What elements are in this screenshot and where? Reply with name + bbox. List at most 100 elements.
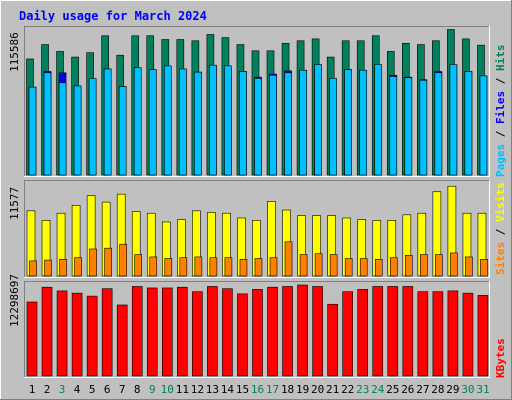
legend-visits: Visits	[494, 182, 507, 222]
day-label: 24	[371, 383, 385, 396]
sites-bar	[420, 254, 428, 277]
kbytes-bar	[41, 286, 53, 377]
pages-bar	[239, 71, 247, 176]
sites-bar	[314, 253, 323, 277]
pages-bar	[284, 72, 292, 176]
pages-bar	[103, 68, 112, 176]
sites-bar	[164, 258, 173, 277]
kbytes-bar	[252, 289, 263, 377]
day-label: 10	[161, 383, 174, 396]
day-label: 14	[221, 383, 235, 396]
pages-bar	[389, 76, 398, 176]
pages-bar	[314, 64, 322, 176]
kbytes-bar	[237, 293, 248, 377]
pages-bar	[419, 79, 428, 176]
legend-kbytes: KBytes	[494, 338, 507, 378]
day-label: 20	[311, 383, 324, 396]
sites-bar	[254, 258, 263, 277]
hits-files-pages-panel	[24, 26, 490, 177]
day-label: 25	[386, 383, 399, 396]
sites-bar	[465, 256, 473, 277]
visits-ymax-label: 11577	[8, 187, 21, 220]
sites-bar	[374, 259, 383, 277]
pages-bar	[43, 72, 52, 176]
kbytes-bar	[161, 287, 173, 377]
kbytes-bar	[146, 287, 158, 377]
day-label: 7	[119, 383, 126, 396]
kbytes-ymax-label: 12298697	[8, 274, 21, 327]
sites-bar	[179, 257, 188, 277]
day-label: 4	[74, 383, 81, 396]
pages-bar	[148, 69, 157, 176]
pages-bar	[299, 69, 307, 176]
pages-bar	[209, 64, 217, 176]
sites-bar	[239, 259, 248, 277]
day-label: 19	[296, 383, 309, 396]
pages-bar	[58, 82, 67, 176]
kbytes-bar	[207, 286, 218, 377]
sites-bar	[119, 243, 127, 277]
sites-bar	[435, 254, 443, 277]
pages-bar	[73, 85, 82, 176]
kbytes-bar	[222, 288, 233, 377]
sites-bar	[149, 256, 158, 277]
day-label: 2	[44, 383, 51, 396]
sites-bar	[74, 257, 82, 277]
sites-bar	[329, 254, 338, 277]
day-label: 18	[281, 383, 294, 396]
legend-sites: Sites	[494, 242, 507, 275]
kbytes-bar	[387, 286, 399, 377]
day-label: 21	[326, 383, 339, 396]
sites-bar	[450, 252, 458, 277]
pages-bar	[118, 86, 127, 176]
pages-bar	[179, 68, 187, 176]
sites-bar	[389, 257, 398, 277]
kbytes-bar	[71, 292, 83, 377]
sites-bar	[224, 257, 233, 277]
pages-bar	[479, 75, 488, 176]
kbytes-bar	[462, 292, 474, 377]
pages-bar	[269, 74, 277, 176]
day-label: 17	[266, 383, 279, 396]
kbytes-bar	[131, 286, 143, 377]
pages-bar	[194, 71, 202, 176]
pages-bar	[464, 71, 473, 176]
day-label: 5	[89, 383, 96, 396]
kbytes-bar	[282, 286, 293, 377]
kbytes-bar	[56, 290, 68, 377]
day-label: 30	[461, 383, 474, 396]
kbytes-bar	[327, 303, 338, 377]
day-label: 27	[416, 383, 429, 396]
sites-bar	[299, 254, 308, 277]
day-label: 12	[191, 383, 204, 396]
pages-bar	[133, 67, 142, 176]
hits-ymax-label: 115586	[8, 32, 21, 72]
kbytes-bar	[372, 286, 384, 377]
sites-bar	[104, 247, 112, 277]
kbytes-bar	[267, 286, 278, 377]
kbytes-bar	[357, 289, 369, 377]
sites-bar	[269, 257, 278, 277]
kbytes-bar	[402, 286, 414, 377]
day-label: 15	[236, 383, 249, 396]
pages-bar	[434, 72, 443, 176]
day-label: 3	[59, 383, 66, 396]
pages-bar	[449, 64, 458, 176]
day-label: 9	[149, 383, 156, 396]
kbytes-bar	[447, 290, 459, 377]
day-label: 6	[104, 383, 111, 396]
kbytes-panel	[24, 281, 490, 378]
kbytes-bar	[417, 291, 429, 377]
kbytes-bar	[86, 295, 98, 377]
day-label: 13	[206, 383, 219, 396]
sites-bar	[89, 248, 97, 277]
kbytes-bar	[297, 284, 308, 377]
sites-bar	[44, 259, 52, 277]
kbytes-bar	[101, 288, 113, 377]
kbytes-bar	[177, 286, 188, 377]
sites-bar	[344, 258, 353, 277]
pages-bar	[28, 86, 37, 176]
pages-bar	[404, 77, 413, 176]
pages-bar	[88, 78, 97, 176]
